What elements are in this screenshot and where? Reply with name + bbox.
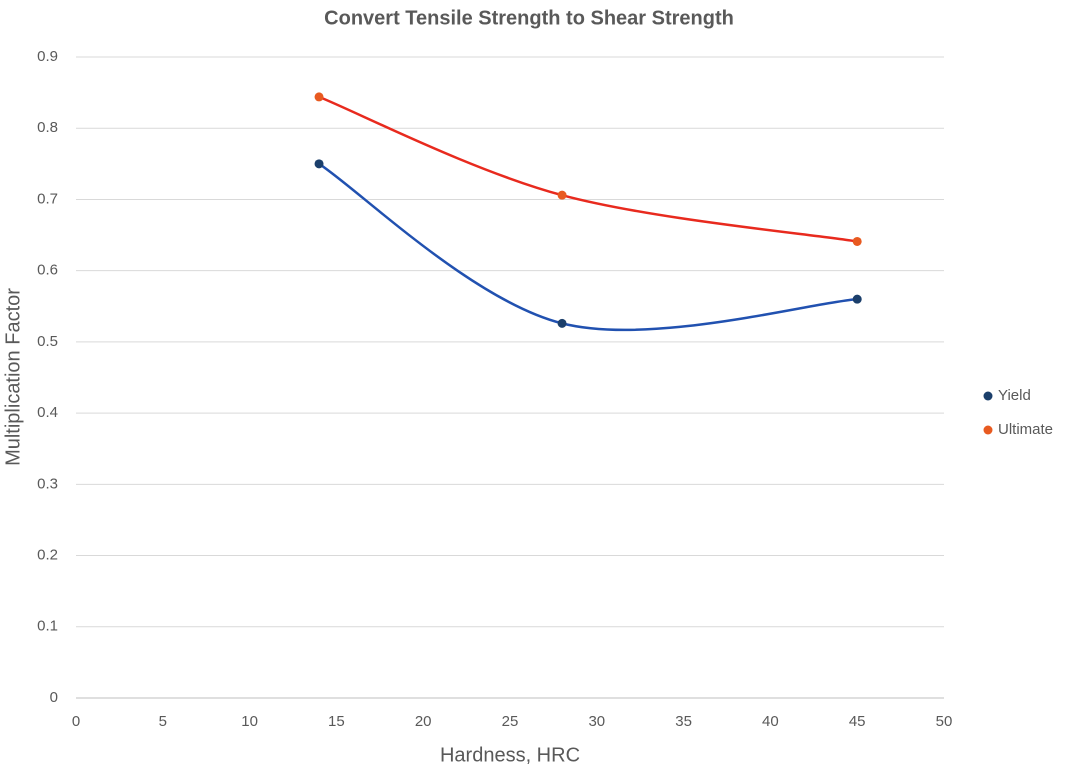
x-tick-label: 20 <box>415 713 432 730</box>
legend-marker <box>983 425 993 435</box>
data-point <box>852 236 862 246</box>
x-tick-label: 35 <box>675 713 692 730</box>
y-tick-label: 0.4 <box>37 404 58 421</box>
data-point <box>557 318 567 328</box>
chart-title: Convert Tensile Strength to Shear Streng… <box>324 7 734 29</box>
x-tick-label: 40 <box>762 713 779 730</box>
y-tick-label: 0.3 <box>37 475 58 492</box>
y-tick-label: 0.6 <box>37 262 58 279</box>
y-tick-label: 0.2 <box>37 547 58 564</box>
y-axis-title: Multiplication Factor <box>2 288 24 466</box>
x-axis-title: Hardness, HRC <box>440 744 580 766</box>
x-tick-label: 0 <box>72 713 80 730</box>
y-tick-label: 0.5 <box>37 333 58 350</box>
data-point <box>557 190 567 200</box>
y-tick-label: 0.8 <box>37 119 58 136</box>
legend-label: Yield <box>998 387 1031 404</box>
data-point <box>314 92 324 102</box>
x-tick-label: 10 <box>241 713 258 730</box>
x-tick-label: 50 <box>936 713 953 730</box>
x-tick-label: 30 <box>588 713 605 730</box>
y-tick-label: 0 <box>50 689 58 706</box>
y-tick-label: 0.9 <box>37 48 58 65</box>
legend-label: Ultimate <box>998 421 1053 438</box>
legend-marker <box>983 391 993 401</box>
x-tick-label: 45 <box>849 713 866 730</box>
data-point <box>852 294 862 304</box>
data-point <box>314 159 324 169</box>
x-tick-label: 5 <box>159 713 167 730</box>
x-tick-label: 15 <box>328 713 345 730</box>
y-tick-label: 0.1 <box>37 618 58 635</box>
x-tick-label: 25 <box>502 713 519 730</box>
y-tick-label: 0.7 <box>37 190 58 207</box>
